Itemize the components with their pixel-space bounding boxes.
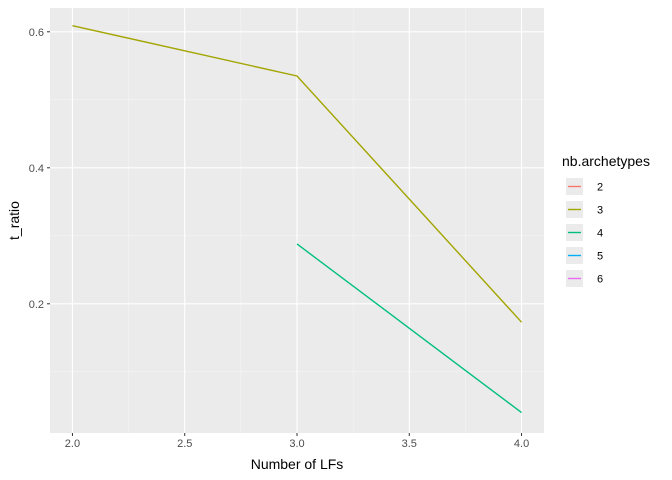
y-axis-ticks: 0.2 0.4 0.6 <box>29 27 50 311</box>
y-tick-label: 0.2 <box>29 299 44 311</box>
y-tick-label: 0.4 <box>29 163 44 175</box>
series-line-3 <box>72 24 523 323</box>
x-axis-title: Number of LFs <box>251 456 344 472</box>
x-tick-label: 4.0 <box>514 438 529 450</box>
x-tick-label: 3.0 <box>289 438 304 450</box>
x-axis-ticks: 2.0 2.5 3.0 3.5 4.0 <box>65 433 529 450</box>
series-line-4 <box>296 243 522 414</box>
legend: nb.archetypes 2 3 4 5 6 <box>562 153 650 287</box>
legend-label-3: 3 <box>597 205 603 217</box>
x-tick-label: 2.0 <box>65 438 80 450</box>
x-tick-label: 3.5 <box>402 438 417 450</box>
series-lines <box>72 24 523 414</box>
legend-label-2: 2 <box>597 182 603 194</box>
legend-label-5: 5 <box>597 251 603 263</box>
y-axis-title: t_ratio <box>6 201 22 240</box>
legend-title: nb.archetypes <box>562 153 650 169</box>
x-tick-label: 2.5 <box>177 438 192 450</box>
legend-label-6: 6 <box>597 274 603 286</box>
legend-label-4: 4 <box>597 228 603 240</box>
major-gridlines <box>50 8 544 433</box>
y-tick-label: 0.6 <box>29 27 44 39</box>
